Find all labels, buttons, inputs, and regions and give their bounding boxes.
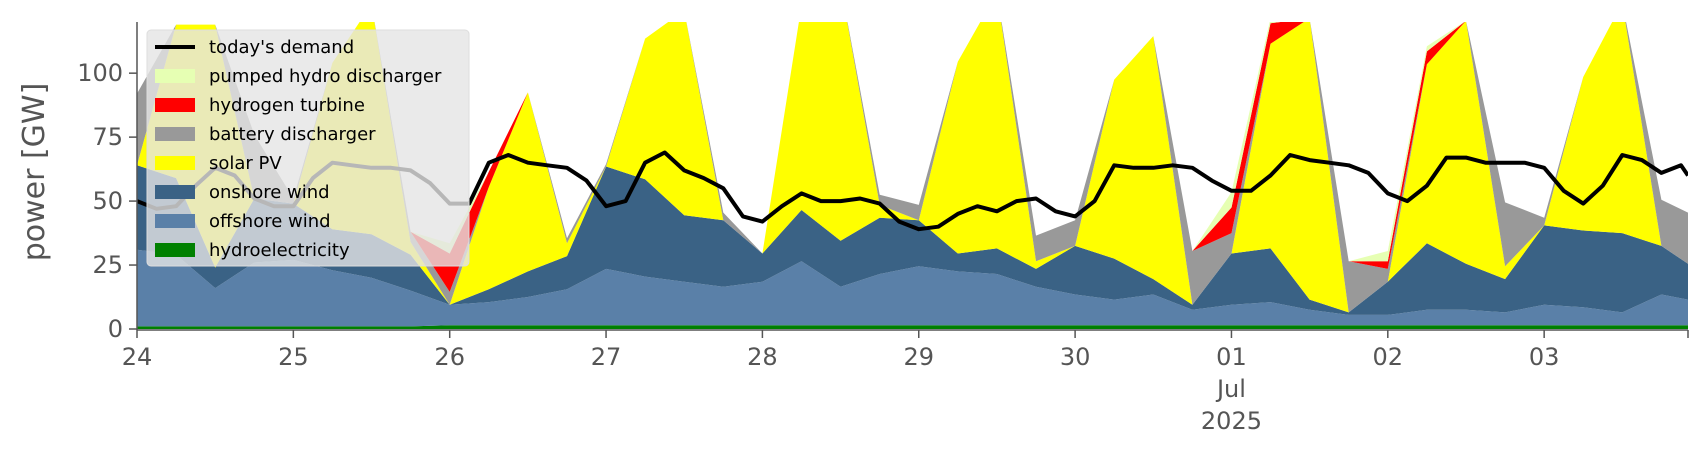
areas-layer [137, 22, 1688, 329]
x-tick-label: 28 [747, 343, 778, 371]
legend-label-hydroelectricity: hydroelectricity [209, 240, 350, 261]
legend-label-pumped-hydro-discharger: pumped hydro discharger [209, 66, 442, 87]
legend-swatch-onshore-wind [155, 185, 195, 199]
legend-label-today-s-demand: today's demand [209, 37, 354, 58]
x-tick-label: 03 [1529, 343, 1560, 371]
y-tick-label: 0 [108, 315, 123, 343]
legend-label-hydrogen-turbine: hydrogen turbine [209, 95, 365, 116]
x-tick-label: 01 [1216, 343, 1247, 371]
legend-label-solar-pv: solar PV [209, 153, 282, 174]
y-tick-label: 25 [92, 251, 123, 279]
area-offshore-wind [137, 249, 1688, 327]
legend-label-onshore-wind: onshore wind [209, 182, 330, 203]
x-tick-label: 02 [1373, 343, 1404, 371]
y-tick-label: 75 [92, 123, 123, 151]
x-tick-label: 27 [591, 343, 622, 371]
area-solar-pv [137, 22, 1688, 313]
legend-swatch-hydroelectricity [155, 243, 195, 257]
legend-label-battery-discharger: battery discharger [209, 124, 376, 145]
legend-swatch-solar-pv [155, 156, 195, 170]
y-axis-label: power [GW] [17, 83, 52, 262]
area-onshore-wind [137, 165, 1688, 315]
legend-swatch-pumped-hydro-discharger [155, 69, 195, 83]
legend-swatch-offshore-wind [155, 214, 195, 228]
legend-swatch-hydrogen-turbine [155, 98, 195, 112]
x-tick-label: 29 [903, 343, 934, 371]
y-tick-label: 50 [92, 187, 123, 215]
x-sublabel: 2025 [1201, 407, 1262, 435]
axes-layer: power [GW] 0 25 50 75 100 24 25 26 27 28 29 30 01 02 0… [17, 22, 1689, 435]
x-tick-label: 30 [1060, 343, 1091, 371]
area-hydroelectricity [137, 325, 1688, 329]
y-tick-label: 100 [77, 59, 123, 87]
legend-swatch-battery-discharger [155, 127, 195, 141]
legend-box [146, 29, 470, 267]
legend: today's demand pumped hydro discharger hyd… [146, 29, 470, 267]
x-tick-label: 26 [434, 343, 465, 371]
x-tick-label: 24 [122, 343, 153, 371]
x-tick-label: 25 [278, 343, 309, 371]
legend-label-offshore-wind: offshore wind [209, 211, 331, 232]
x-sublabel: Jul [1215, 375, 1246, 403]
